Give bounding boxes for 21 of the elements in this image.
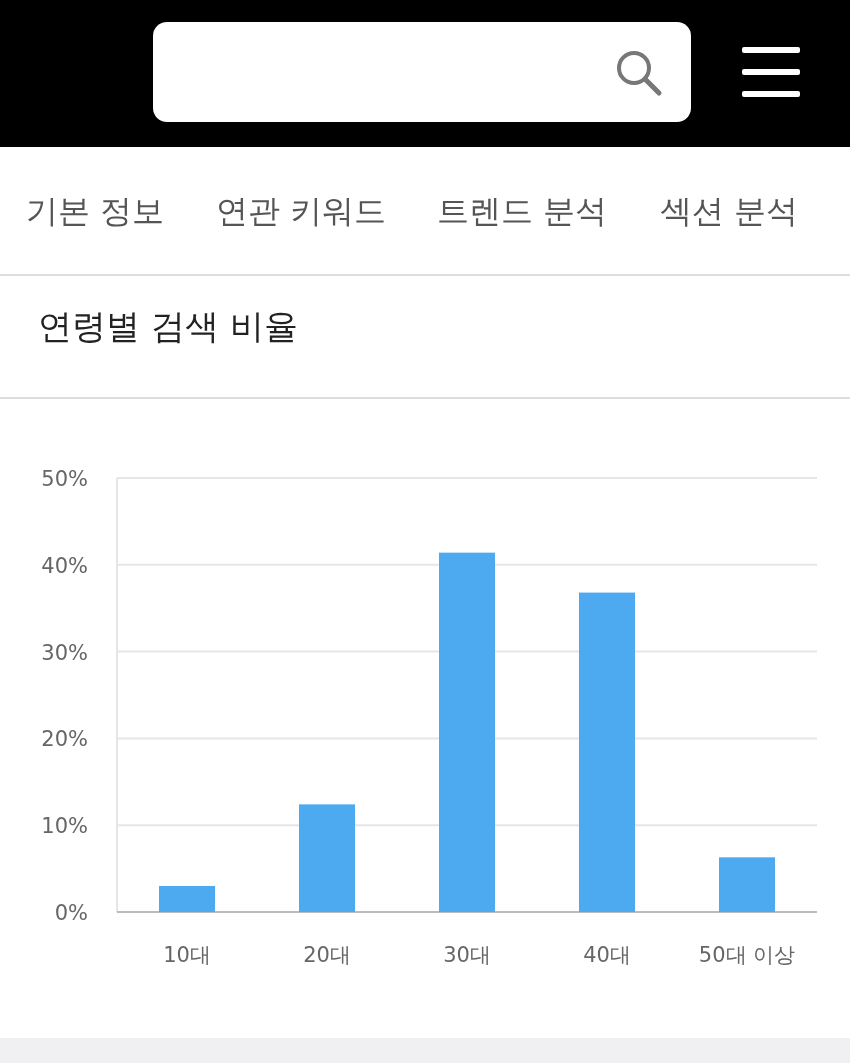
x-tick-label: 50대 이상 (698, 943, 796, 967)
x-tick-label: 20대 (303, 943, 351, 967)
y-tick-label: 20% (41, 727, 88, 752)
x-tick-label: 30대 (443, 943, 491, 967)
y-tick-label: 30% (41, 640, 88, 665)
bar (719, 857, 775, 912)
y-tick-label: 0% (54, 901, 88, 925)
y-tick-label: 40% (41, 553, 88, 578)
y-tick-label: 10% (41, 814, 88, 839)
text: 연관 키워드 (215, 192, 387, 230)
y-tick-label: 50% (41, 467, 88, 491)
bar (439, 552, 495, 912)
bar (579, 592, 635, 912)
bar (159, 885, 215, 912)
x-tick-label: 10대 (163, 943, 211, 967)
text: 섹션 분석 (659, 192, 799, 230)
chart-title: 연령별 검색 비율 (38, 306, 298, 346)
text: 트렌드 분석 (436, 192, 608, 230)
x-tick-label: 40대 (583, 943, 631, 967)
text: 기본 정보 (25, 192, 165, 230)
bar (299, 804, 355, 912)
